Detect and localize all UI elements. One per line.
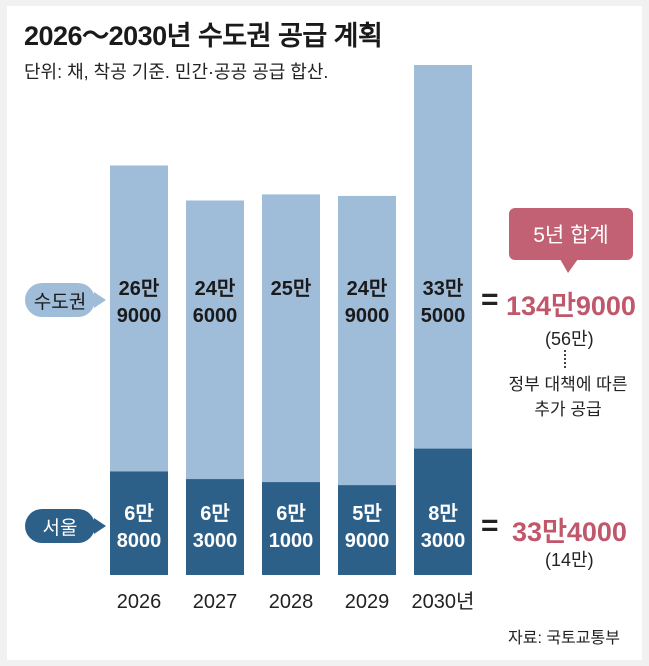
chart-subtitle: 단위: 채, 착공 기준. 민간·공공 공급 합산. xyxy=(24,62,329,82)
seoul-bar-3 xyxy=(338,485,396,575)
legend-seoul-pill: 서울 xyxy=(25,509,95,543)
x-tick-label-4: 2030년 xyxy=(412,590,475,613)
legend-seoul-pointer xyxy=(94,518,106,534)
seoul-label-bottom-4: 3000 xyxy=(421,530,466,552)
legend-metro-pill: 수도권 xyxy=(25,283,95,317)
metro-equals-sign: = xyxy=(481,283,499,316)
metro-label-bottom-0: 9000 xyxy=(117,305,162,327)
seoul-label-top-4: 8만 xyxy=(428,502,458,525)
x-tick-label-0: 2026 xyxy=(117,591,162,613)
metro-label-top-3: 24만 xyxy=(347,277,388,300)
legend-metro-pointer xyxy=(94,292,106,308)
metro-label-bottom-1: 6000 xyxy=(193,305,238,327)
seoul-label-top-3: 5만 xyxy=(352,502,382,525)
seoul-label-bottom-0: 8000 xyxy=(117,530,162,552)
seoul-label-bottom-3: 9000 xyxy=(345,530,390,552)
x-tick-label-1: 2027 xyxy=(193,591,238,613)
metro-label-top-0: 26만 xyxy=(119,277,160,300)
seoul-equals-sign: = xyxy=(481,509,499,542)
seoul-bar-0 xyxy=(110,471,168,575)
x-tick-label-3: 2029 xyxy=(345,591,390,613)
note-line-2: 추가 공급 xyxy=(534,400,602,419)
metro-label-top-4: 33만 xyxy=(423,277,464,300)
total-badge-pointer xyxy=(560,259,578,273)
note-line-1: 정부 대책에 따른 xyxy=(508,375,628,394)
metro-label-bottom-3: 9000 xyxy=(345,305,390,327)
metro-label-top-1: 24만 xyxy=(195,277,236,300)
metro-label-top-2: 25만 xyxy=(271,277,312,300)
metro-label-bottom-4: 5000 xyxy=(421,305,466,327)
metro-gov-supply: (56만) xyxy=(545,329,594,349)
seoul-bar-4 xyxy=(414,448,472,575)
seoul-label-top-1: 6만 xyxy=(200,502,230,525)
five-year-total-badge: 5년 합계 xyxy=(509,208,633,260)
seoul-label-bottom-1: 3000 xyxy=(193,530,238,552)
seoul-bar-2 xyxy=(262,482,320,575)
seoul-label-top-0: 6만 xyxy=(124,502,154,525)
chart-title: 2026～2030년 수도권 공급 계획 xyxy=(24,21,383,51)
gov-measure-note: 정부 대책에 따른 추가 공급 xyxy=(505,372,631,422)
source-credit: 자료: 국토교통부 xyxy=(508,630,620,647)
seoul-label-top-2: 6만 xyxy=(276,502,306,525)
metro-total-value: 134만9000 xyxy=(506,291,636,321)
dotted-connector xyxy=(564,350,566,368)
seoul-gov-supply: (14만) xyxy=(545,550,594,570)
seoul-total-value: 33만4000 xyxy=(512,517,627,547)
x-tick-label-2: 2028 xyxy=(269,591,314,613)
seoul-bar-1 xyxy=(186,479,244,575)
seoul-label-bottom-2: 1000 xyxy=(269,530,314,552)
